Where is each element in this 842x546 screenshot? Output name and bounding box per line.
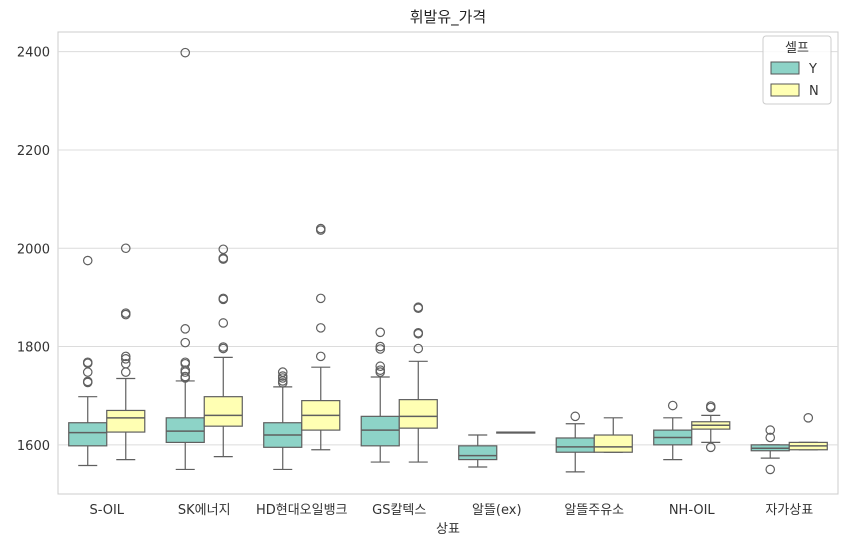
chart-title: 휘발유_가격 [410, 8, 487, 27]
iqr-box [68, 422, 108, 447]
iqr-box [458, 445, 498, 461]
outlier-point [705, 401, 716, 411]
iqr-box [106, 409, 146, 433]
x-axis-title: 상표 [436, 522, 460, 537]
outlier-point [120, 354, 131, 364]
outlier-point [120, 358, 131, 369]
box-n-6 [593, 417, 633, 453]
outlier-point [180, 371, 191, 382]
outlier-point [180, 337, 191, 348]
outlier-point [413, 302, 424, 313]
box-y-4 [360, 327, 400, 463]
x-tick-label-2: SK에너지 [178, 503, 231, 518]
outlier-point [218, 293, 229, 304]
box-y-8 [750, 425, 790, 475]
box-n-5 [496, 431, 536, 434]
outlier-point [375, 361, 386, 372]
outlier-point [120, 351, 131, 362]
box-y-2 [165, 47, 205, 471]
iqr-box [203, 396, 243, 427]
outlier-point [375, 341, 386, 352]
x-tick-labels: S-OIL SK에너지 HD현대오일뱅크 GS칼텍스 알뜰(ex) 알뜰주유소 NH-OIL… [89, 503, 813, 518]
y-tick-label-2000: 2000 [17, 242, 50, 257]
x-tick-label-4: GS칼텍스 [372, 503, 426, 518]
outlier-point [180, 47, 191, 58]
iqr-box [555, 437, 595, 453]
box-n-3 [301, 223, 341, 451]
outlier-point [277, 367, 288, 377]
legend-swatch-n [770, 83, 800, 97]
y-tick-label-2200: 2200 [17, 144, 50, 159]
outlier-point [413, 327, 424, 338]
x-tick-label-8: 자가상표 [765, 503, 813, 518]
outlier-point [315, 223, 326, 234]
x-tick-label-3: HD현대오일뱅크 [256, 503, 348, 518]
box-n-2 [203, 244, 243, 458]
y-tick-label-1600: 1600 [17, 439, 50, 454]
box-n-4 [398, 302, 438, 463]
grid-lines [58, 51, 838, 446]
outlier-point [667, 400, 678, 411]
x-tick-label-6: 알뜰주유소 [564, 503, 624, 518]
outlier-point [218, 244, 229, 255]
outlier-point [218, 342, 229, 352]
outlier-point [218, 318, 229, 328]
legend-label-y: Y [808, 62, 817, 77]
outlier-point [315, 351, 326, 362]
outlier-point [82, 376, 93, 387]
outlier-point [375, 327, 386, 338]
y-tick-label-2400: 2400 [17, 46, 50, 61]
outlier-point [180, 324, 191, 334]
outlier-point [277, 371, 288, 381]
box-y-7 [653, 400, 693, 461]
outlier-point [413, 343, 424, 354]
box-n-7 [691, 401, 731, 453]
plot-area [57, 31, 839, 495]
x-tick-label-5: 알뜰(ex) [472, 503, 522, 518]
outlier-point [315, 323, 326, 333]
iqr-box [398, 399, 438, 429]
legend: 셀프 Y N [762, 35, 832, 105]
legend-swatch-y [770, 61, 800, 75]
outlier-point [120, 243, 131, 254]
x-tick-label-7: NH-OIL [669, 503, 716, 518]
outlier-point [180, 357, 191, 368]
boxes [68, 47, 828, 475]
iqr-box [360, 415, 400, 447]
outlier-point [120, 308, 131, 318]
x-tick-label-1: S-OIL [89, 503, 124, 518]
outlier-point [82, 255, 93, 266]
outlier-point [375, 365, 386, 375]
outlier-point [765, 464, 776, 475]
box-n-1 [106, 243, 146, 461]
box-y-5 [458, 434, 498, 468]
iqr-box [165, 417, 205, 443]
outlier-point [765, 432, 776, 443]
legend-label-n: N [809, 84, 819, 99]
outlier-point [375, 344, 386, 354]
y-tick-label-1800: 1800 [17, 341, 50, 356]
box-y-1 [68, 255, 108, 467]
box-n-8 [788, 413, 828, 451]
box-y-3 [263, 367, 303, 471]
outlier-point [570, 411, 581, 422]
y-tick-labels: 1600 1800 2000 2200 2400 [17, 46, 50, 454]
outlier-point [315, 293, 326, 304]
box-y-6 [555, 411, 595, 473]
iqr-box [593, 434, 633, 453]
outlier-point [765, 425, 776, 435]
outlier-point [803, 413, 814, 423]
outlier-point [82, 357, 93, 368]
legend-title: 셀프 [785, 41, 809, 56]
outlier-point [705, 442, 716, 453]
